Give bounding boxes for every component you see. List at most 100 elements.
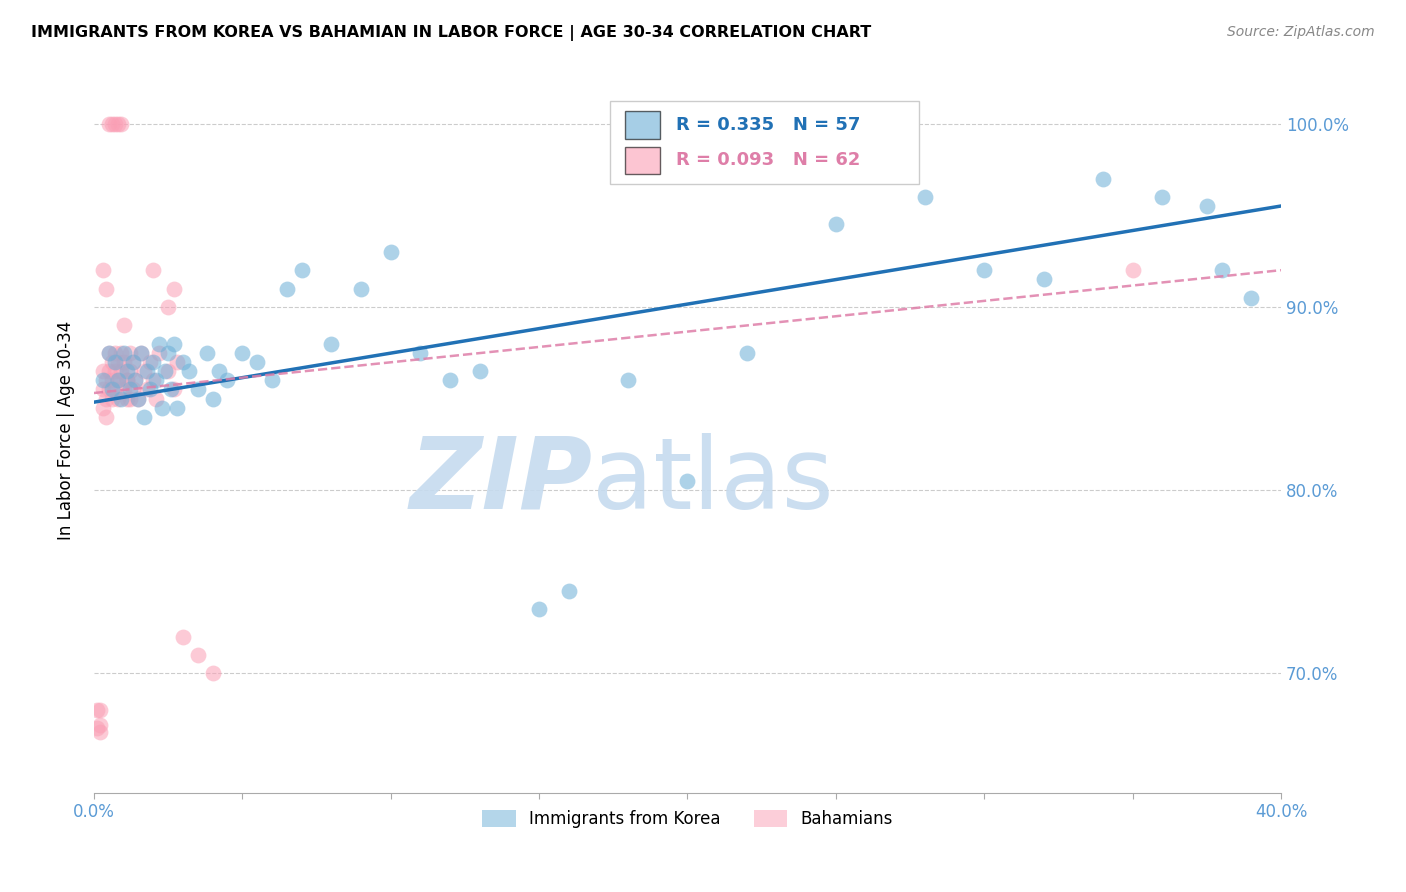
Point — [107, 392, 129, 406]
Point — [134, 409, 156, 424]
Point — [246, 355, 269, 369]
Point — [172, 630, 194, 644]
Point — [157, 364, 180, 378]
Point — [121, 382, 143, 396]
Point — [134, 364, 156, 378]
Point — [142, 373, 165, 387]
Point — [100, 373, 122, 387]
Point — [163, 281, 186, 295]
Point — [735, 345, 758, 359]
Point — [558, 584, 581, 599]
Point — [157, 345, 180, 359]
Point — [86, 703, 108, 717]
Point — [145, 373, 167, 387]
Legend: Immigrants from Korea, Bahamians: Immigrants from Korea, Bahamians — [475, 804, 900, 835]
Point — [380, 244, 402, 259]
Text: Source: ZipAtlas.com: Source: ZipAtlas.com — [1227, 25, 1375, 39]
Point — [115, 373, 138, 387]
Point — [100, 392, 122, 406]
Point — [201, 392, 224, 406]
Point — [94, 409, 117, 424]
Point — [118, 364, 141, 378]
Point — [89, 725, 111, 739]
Point — [217, 373, 239, 387]
Point — [121, 355, 143, 369]
Point — [107, 355, 129, 369]
FancyBboxPatch shape — [624, 112, 661, 139]
Text: R = 0.093   N = 62: R = 0.093 N = 62 — [675, 152, 860, 169]
Point — [121, 355, 143, 369]
Point — [350, 281, 373, 295]
Point — [127, 392, 149, 406]
Point — [94, 373, 117, 387]
Point — [201, 666, 224, 681]
Point — [439, 373, 461, 387]
Point — [107, 373, 129, 387]
Point — [166, 355, 188, 369]
Point — [97, 382, 120, 396]
Point — [91, 263, 114, 277]
Point — [1032, 272, 1054, 286]
Point — [104, 364, 127, 378]
Point — [91, 364, 114, 378]
Point — [94, 392, 117, 406]
Point — [118, 392, 141, 406]
Point — [107, 116, 129, 130]
Point — [1211, 263, 1233, 277]
Point — [676, 474, 699, 488]
Point — [148, 345, 170, 359]
Point — [468, 364, 491, 378]
Point — [94, 281, 117, 295]
Point — [166, 401, 188, 415]
Point — [142, 355, 165, 369]
Text: atlas: atlas — [592, 433, 834, 530]
Point — [97, 345, 120, 359]
Point — [104, 116, 127, 130]
Point — [973, 263, 995, 277]
Point — [177, 364, 200, 378]
Point — [118, 345, 141, 359]
Point — [163, 336, 186, 351]
Point — [115, 392, 138, 406]
Point — [104, 355, 127, 369]
Point — [100, 355, 122, 369]
Point — [115, 373, 138, 387]
Point — [195, 345, 218, 359]
Point — [1152, 190, 1174, 204]
Point — [91, 373, 114, 387]
Point — [136, 382, 159, 396]
Point — [409, 345, 432, 359]
Point — [160, 382, 183, 396]
Point — [187, 648, 209, 662]
Point — [142, 263, 165, 277]
Point — [157, 300, 180, 314]
Point — [86, 722, 108, 736]
Point — [110, 392, 132, 406]
Point — [150, 401, 173, 415]
Point — [207, 364, 229, 378]
Point — [89, 718, 111, 732]
Point — [118, 382, 141, 396]
Point — [124, 373, 146, 387]
Point — [97, 116, 120, 130]
Point — [97, 364, 120, 378]
Point — [100, 382, 122, 396]
Text: ZIP: ZIP — [409, 433, 592, 530]
Point — [145, 392, 167, 406]
Point — [172, 355, 194, 369]
FancyBboxPatch shape — [624, 146, 661, 174]
Point — [163, 382, 186, 396]
Point — [260, 373, 283, 387]
Point — [112, 345, 135, 359]
Point — [527, 602, 550, 616]
FancyBboxPatch shape — [610, 101, 920, 185]
Point — [148, 336, 170, 351]
Point — [110, 364, 132, 378]
Point — [187, 382, 209, 396]
Point — [1122, 263, 1144, 277]
Y-axis label: In Labor Force | Age 30-34: In Labor Force | Age 30-34 — [58, 321, 75, 541]
Point — [112, 355, 135, 369]
Point — [112, 318, 135, 333]
Point — [91, 382, 114, 396]
Point — [276, 281, 298, 295]
